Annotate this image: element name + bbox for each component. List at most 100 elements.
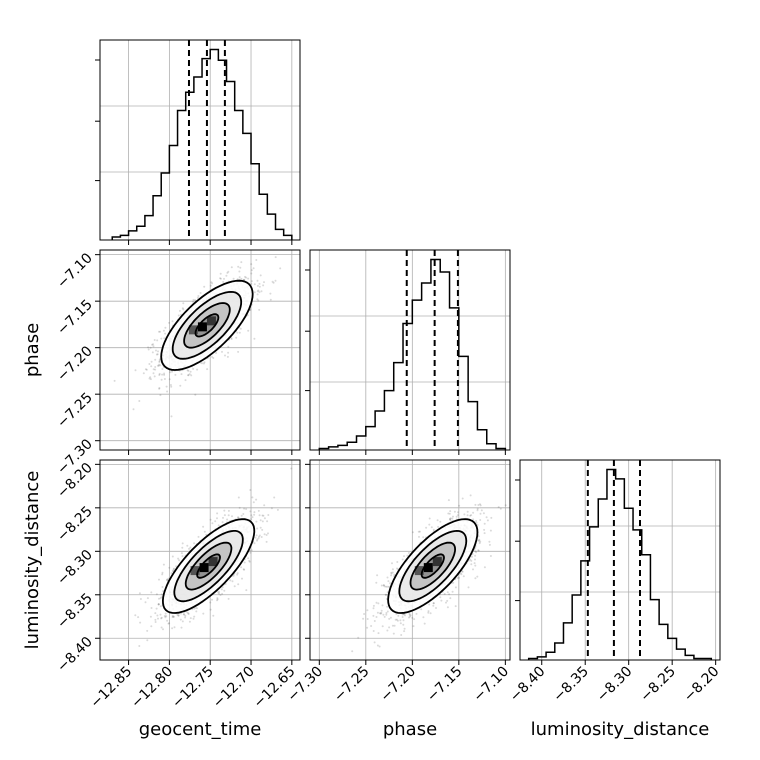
scatter-point (453, 510, 456, 513)
scatter-point (451, 517, 454, 520)
scatter-point (397, 614, 400, 617)
scatter-point (188, 547, 190, 550)
scatter-point (171, 614, 174, 617)
x-tick-label: −7.25 (331, 664, 373, 706)
scatter-point (187, 369, 190, 372)
scatter-point (182, 613, 185, 616)
tick-marks (95, 254, 293, 455)
scatter-point (372, 607, 375, 610)
scatter-point (260, 536, 263, 538)
scatter-point (479, 512, 482, 515)
scatter-point (454, 605, 457, 608)
contour-line (398, 529, 468, 603)
peak-cell (197, 322, 207, 332)
scatter-point (351, 650, 354, 653)
density-layer (351, 494, 507, 653)
scatter-point (182, 302, 185, 305)
scatter-point (390, 572, 393, 575)
scatter-point (255, 498, 258, 501)
scatter-point (390, 571, 393, 574)
scatter-point (499, 507, 502, 510)
scatter-point (224, 354, 226, 357)
scatter-point (243, 278, 246, 281)
scatter-point (158, 330, 160, 333)
scatter-point (408, 616, 410, 619)
scatter-point (466, 514, 469, 517)
scatter-point (399, 622, 402, 625)
scatter-point (475, 551, 478, 554)
scatter-point (256, 293, 259, 296)
scatter-point (476, 509, 479, 512)
scatter-point (261, 514, 264, 517)
scatter-point (211, 355, 213, 358)
scatter-point (169, 371, 172, 374)
scatter-point (155, 349, 157, 352)
contour-line (160, 279, 254, 371)
scatter-point (172, 568, 175, 571)
scatter-point (486, 519, 489, 522)
scatter-point (159, 597, 162, 600)
scatter-point (370, 625, 373, 627)
scatter-point (381, 604, 384, 607)
scatter-point (134, 369, 137, 372)
scatter-point (158, 374, 161, 376)
scatter-point (479, 504, 482, 507)
scatter-point (248, 559, 251, 562)
scatter-point (411, 616, 414, 619)
scatter-point (230, 266, 233, 269)
scatter-point (250, 549, 253, 552)
scatter-point (196, 296, 199, 299)
scatter-point (168, 321, 171, 324)
scatter-point (227, 270, 230, 273)
scatter-point (249, 308, 252, 311)
scatter-point (181, 546, 184, 549)
scatter-point (155, 607, 158, 610)
scatter-point (467, 586, 470, 589)
scatter-point (257, 299, 260, 302)
scatter-point (171, 569, 174, 572)
scatter-point (156, 339, 159, 342)
scatter-point (236, 331, 239, 334)
scatter-point (478, 539, 481, 542)
scatter-point (256, 538, 259, 541)
scatter-point (406, 554, 409, 557)
scatter-point (139, 621, 142, 624)
panel-frame (99, 459, 301, 661)
scatter-point (232, 277, 235, 280)
scatter-point (388, 626, 391, 629)
scatter-point (446, 606, 449, 609)
scatter-point (218, 592, 221, 595)
scatter-point (159, 605, 162, 608)
scatter-point (142, 372, 145, 375)
density-panel-luminosity-distance-vs-phase (305, 459, 511, 665)
contour-fills (161, 280, 253, 370)
scatter-point (393, 573, 396, 576)
peak-cell (208, 557, 218, 567)
scatter-point (180, 552, 183, 555)
scatter-point (216, 599, 218, 602)
scatter-point (382, 613, 385, 616)
scatter-point (250, 272, 253, 275)
scatter-point (231, 580, 234, 583)
scatter-point (195, 610, 198, 613)
scatter-point (182, 308, 185, 311)
scatter-point (261, 520, 264, 523)
scatter-point (259, 274, 262, 277)
scatter-point (219, 277, 222, 280)
scatter-point (396, 619, 399, 622)
scatter-point (456, 577, 459, 579)
scatter-point (231, 515, 233, 518)
scatter-point (154, 612, 157, 615)
scatter-point (240, 514, 243, 517)
contour-line (184, 541, 233, 591)
scatter-point (212, 614, 215, 617)
scatter-point (378, 645, 381, 648)
scatter-point (154, 366, 157, 368)
scatter-point (401, 616, 404, 618)
scatter-point (171, 370, 174, 373)
scatter-point (412, 625, 415, 628)
scatter-point (205, 533, 208, 536)
scatter-point (377, 602, 380, 605)
scatter-point (162, 590, 165, 593)
tick-marks (95, 463, 293, 665)
